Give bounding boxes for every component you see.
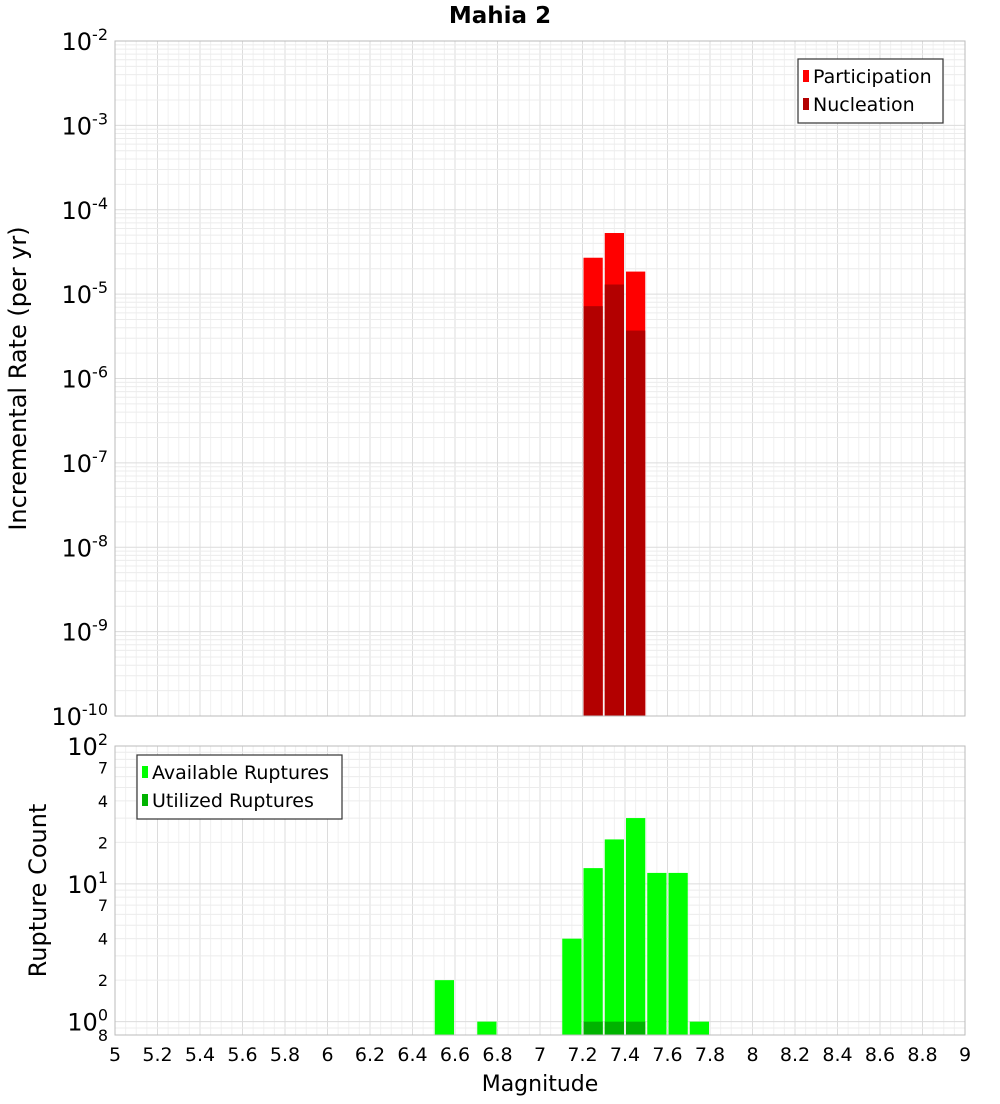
x-tick-label: 7.4 — [610, 1044, 640, 1066]
available-ruptures-bar — [604, 839, 624, 1035]
bottom-y-minor-tick-label: 8 — [98, 1026, 108, 1045]
x-tick-label: 7 — [534, 1044, 546, 1066]
x-tick-label: 6 — [321, 1044, 333, 1066]
top-legend-label: Nucleation — [813, 94, 915, 116]
top-y-axis-label: Incremental Rate (per yr) — [4, 226, 32, 530]
bottom-y-tick-label: 101 — [67, 868, 108, 899]
x-tick-label: 5.2 — [142, 1044, 172, 1066]
available-ruptures-bar — [562, 938, 582, 1035]
x-axis-label: Magnitude — [482, 1072, 599, 1097]
available-ruptures-bar — [583, 868, 603, 1035]
top-y-tick-label: 10-9 — [62, 616, 109, 647]
x-tick-label: 7.6 — [652, 1044, 682, 1066]
top-y-tick-label: 10-5 — [62, 278, 109, 309]
top-y-tick-label: 10-6 — [62, 363, 109, 394]
top-legend-box — [797, 58, 944, 124]
top-plot-border — [114, 40, 966, 717]
bottom-legend-box — [136, 754, 343, 820]
nucleation-bar — [583, 306, 603, 716]
x-tick-label: 5.6 — [227, 1044, 257, 1066]
bottom-legend-label: Utilized Ruptures — [152, 790, 314, 812]
bottom-legend-label: Available Ruptures — [152, 762, 329, 784]
top-legend-label: Participation — [813, 66, 932, 88]
bottom-y-minor-tick-label: 7 — [98, 896, 108, 915]
bottom-y-minor-tick-label: 7 — [98, 758, 108, 777]
bottom-y-minor-tick-label: 2 — [98, 971, 108, 990]
utilized-ruptures-bar — [583, 1021, 603, 1035]
top-y-tick-label: 10-4 — [62, 194, 109, 225]
available-ruptures-bar — [689, 1021, 709, 1035]
x-tick-label: 8 — [746, 1044, 758, 1066]
x-tick-label: 9 — [959, 1044, 971, 1066]
top-y-tick-label: 10-3 — [62, 109, 109, 140]
x-tick-label: 6.2 — [355, 1044, 385, 1066]
top-legend-swatch — [803, 98, 809, 110]
bottom-legend-swatch — [142, 794, 148, 806]
x-tick-label: 8.6 — [865, 1044, 895, 1066]
available-ruptures-bar — [647, 872, 667, 1035]
x-tick-label: 8.4 — [822, 1044, 852, 1066]
x-tick-label: 5.4 — [185, 1044, 215, 1066]
available-ruptures-bar — [477, 1021, 497, 1035]
bottom-plot-border — [114, 745, 966, 1036]
top-y-tick-label: 10-7 — [62, 447, 109, 478]
available-ruptures-bar — [626, 818, 646, 1035]
nucleation-bar — [604, 284, 624, 716]
bottom-y-axis-label: Rupture Count — [24, 804, 52, 978]
x-tick-label: 8.8 — [907, 1044, 937, 1066]
top-y-tick-label: 10-2 — [62, 25, 109, 56]
x-tick-label: 5 — [109, 1044, 121, 1066]
utilized-ruptures-bar — [626, 1021, 646, 1035]
x-tick-label: 7.2 — [567, 1044, 597, 1066]
x-tick-label: 6.6 — [440, 1044, 470, 1066]
available-ruptures-bar — [434, 980, 454, 1035]
nucleation-bar — [626, 330, 646, 716]
top-y-tick-label: 10-10 — [51, 700, 108, 731]
utilized-ruptures-bar — [604, 1021, 624, 1035]
bottom-y-minor-tick-label: 2 — [98, 833, 108, 852]
x-tick-label: 7.8 — [695, 1044, 725, 1066]
bottom-y-minor-tick-label: 4 — [98, 792, 108, 811]
bottom-legend-swatch — [142, 766, 148, 778]
x-tick-label: 6.8 — [482, 1044, 512, 1066]
bottom-y-minor-tick-label: 4 — [98, 930, 108, 949]
x-tick-label: 5.8 — [270, 1044, 300, 1066]
x-tick-label: 6.4 — [397, 1044, 427, 1066]
bottom-y-tick-label: 102 — [67, 730, 108, 761]
top-y-tick-label: 10-8 — [62, 531, 109, 562]
chart-title: Mahia 2 — [449, 3, 551, 29]
bottom-y-tick-label: 100 — [67, 1006, 108, 1037]
top-legend-swatch — [803, 70, 809, 82]
x-tick-label: 8.2 — [780, 1044, 810, 1066]
available-ruptures-bar — [668, 872, 688, 1035]
